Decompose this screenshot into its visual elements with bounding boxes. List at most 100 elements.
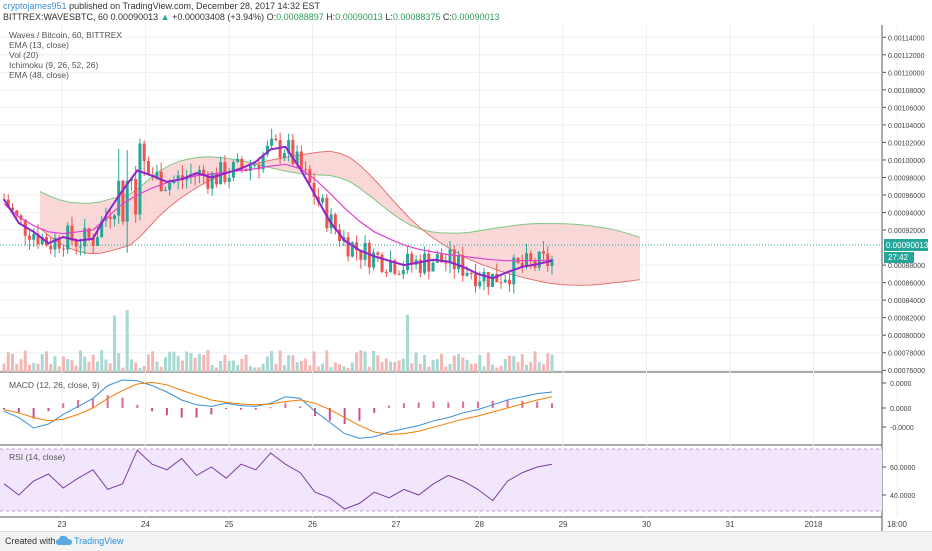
macd-legend: MACD (12, 26, close, 9) bbox=[9, 380, 100, 390]
volume-bar bbox=[465, 359, 469, 372]
candle-body bbox=[74, 240, 78, 247]
volume-bar bbox=[240, 358, 244, 372]
candle-body bbox=[27, 235, 31, 240]
author-link[interactable]: cryptojames951 bbox=[3, 1, 67, 11]
candle-body bbox=[32, 234, 36, 240]
volume-bar bbox=[410, 363, 414, 372]
candle-body bbox=[78, 246, 82, 248]
y-tick-label: 0.00092000 bbox=[888, 228, 925, 235]
volume-bar bbox=[448, 363, 452, 372]
y-tick-label: 0.00076000 bbox=[888, 368, 925, 375]
volume-bar bbox=[355, 352, 359, 372]
candle-body bbox=[176, 175, 180, 180]
candle-body bbox=[15, 210, 19, 216]
volume-bar bbox=[435, 359, 439, 372]
candle-body bbox=[304, 169, 308, 171]
candle-body bbox=[431, 262, 435, 272]
candle-body bbox=[291, 140, 295, 164]
volume-bar bbox=[180, 360, 184, 372]
candle-body bbox=[117, 180, 121, 216]
volume-bar bbox=[202, 355, 206, 372]
y-tick-label: 0.00112000 bbox=[888, 53, 925, 60]
candle-body bbox=[121, 180, 125, 222]
candle-body bbox=[508, 279, 512, 285]
macd-histogram-bar bbox=[17, 408, 20, 413]
volume-bar bbox=[384, 358, 388, 372]
macd-histogram-bar bbox=[536, 401, 539, 408]
volume-bar bbox=[95, 361, 99, 372]
macd-histogram-bar bbox=[32, 408, 35, 419]
ohlc-close-value: 0.00090013 bbox=[451, 12, 500, 22]
candle-body bbox=[410, 253, 414, 265]
ohlc-low-value: 0.00088375 bbox=[392, 12, 441, 22]
candle-body bbox=[325, 197, 329, 229]
macd-histogram-bar bbox=[62, 403, 65, 408]
macd-histogram-bar bbox=[195, 408, 198, 418]
candle-body bbox=[214, 172, 218, 185]
volume-bar bbox=[444, 366, 448, 372]
macd-histogram-bar bbox=[328, 408, 331, 421]
volume-bar bbox=[206, 350, 210, 372]
x-tick-label: 26 bbox=[308, 520, 317, 529]
candle-body bbox=[134, 179, 138, 215]
chart-frame[interactable]: 23 24 25 26 27 28 29 30 31 2018 18:00 0.00114000 0.0… bbox=[0, 25, 932, 531]
candle-body bbox=[274, 138, 278, 141]
macd-histogram-bar bbox=[151, 408, 154, 412]
candle-body bbox=[499, 282, 503, 284]
candle-body bbox=[401, 270, 405, 275]
candle-body bbox=[384, 271, 388, 273]
candle-body bbox=[329, 214, 333, 229]
volume-bar bbox=[108, 363, 112, 372]
candle-body bbox=[418, 259, 422, 273]
last-price-badge-text: 0.00090013 bbox=[886, 241, 929, 250]
candle-body bbox=[550, 259, 554, 266]
footer-bar: Created with TradingView bbox=[0, 531, 932, 551]
volume-bar bbox=[537, 362, 541, 372]
candle-body bbox=[491, 273, 495, 287]
volume-bar bbox=[329, 367, 333, 372]
volume-bar bbox=[529, 361, 533, 372]
ichimoku-cloud bbox=[40, 151, 640, 286]
macd-histogram-bar bbox=[77, 400, 80, 408]
macd-y-tick-label: 0.0000 bbox=[890, 381, 912, 388]
legend-ema13: EMA (13, close) bbox=[9, 40, 69, 50]
volume-bar bbox=[376, 355, 380, 372]
volume-bar bbox=[248, 366, 252, 372]
chart-svg[interactable]: 23 24 25 26 27 28 29 30 31 2018 18:00 0.00114000 0.0… bbox=[0, 25, 932, 531]
macd-histogram-bar bbox=[284, 403, 287, 408]
candle-body bbox=[91, 237, 95, 246]
candle-body bbox=[465, 272, 469, 276]
volume-bar bbox=[117, 353, 121, 372]
macd-histogram-bar bbox=[551, 403, 553, 408]
candle-body bbox=[380, 254, 384, 272]
macd-histogram-bar bbox=[402, 403, 405, 408]
volume-bar bbox=[53, 356, 57, 372]
volume-bar bbox=[44, 351, 48, 372]
volume-bar bbox=[491, 364, 495, 372]
macd-y-tick-label: -0.0000 bbox=[890, 425, 914, 432]
volume-bar bbox=[19, 359, 23, 372]
candle-body bbox=[278, 140, 282, 158]
candle-body bbox=[83, 228, 87, 247]
last-price: 0.00090013 bbox=[110, 12, 159, 22]
candle-body bbox=[376, 252, 380, 255]
volume-bar bbox=[40, 354, 44, 372]
candle-body bbox=[57, 237, 61, 249]
candle-body bbox=[231, 161, 235, 178]
volume-bar bbox=[278, 350, 282, 372]
volume-bar bbox=[452, 355, 456, 372]
volume-bar bbox=[342, 366, 346, 372]
candle-body bbox=[168, 183, 172, 190]
candle-body bbox=[397, 273, 401, 275]
volume-bar bbox=[70, 360, 74, 372]
tradingview-cloud-icon bbox=[56, 535, 72, 549]
candle-body bbox=[61, 248, 65, 250]
volume-bar bbox=[478, 354, 482, 372]
candle-body bbox=[406, 253, 410, 271]
y-tick-label: 0.00088000 bbox=[888, 263, 925, 270]
tradingview-brand[interactable]: TradingView bbox=[74, 536, 124, 546]
volume-bar bbox=[363, 351, 367, 372]
volume-bar bbox=[112, 315, 116, 372]
y-tick-label: 0.00080000 bbox=[888, 333, 925, 340]
volume-bar bbox=[338, 364, 342, 372]
